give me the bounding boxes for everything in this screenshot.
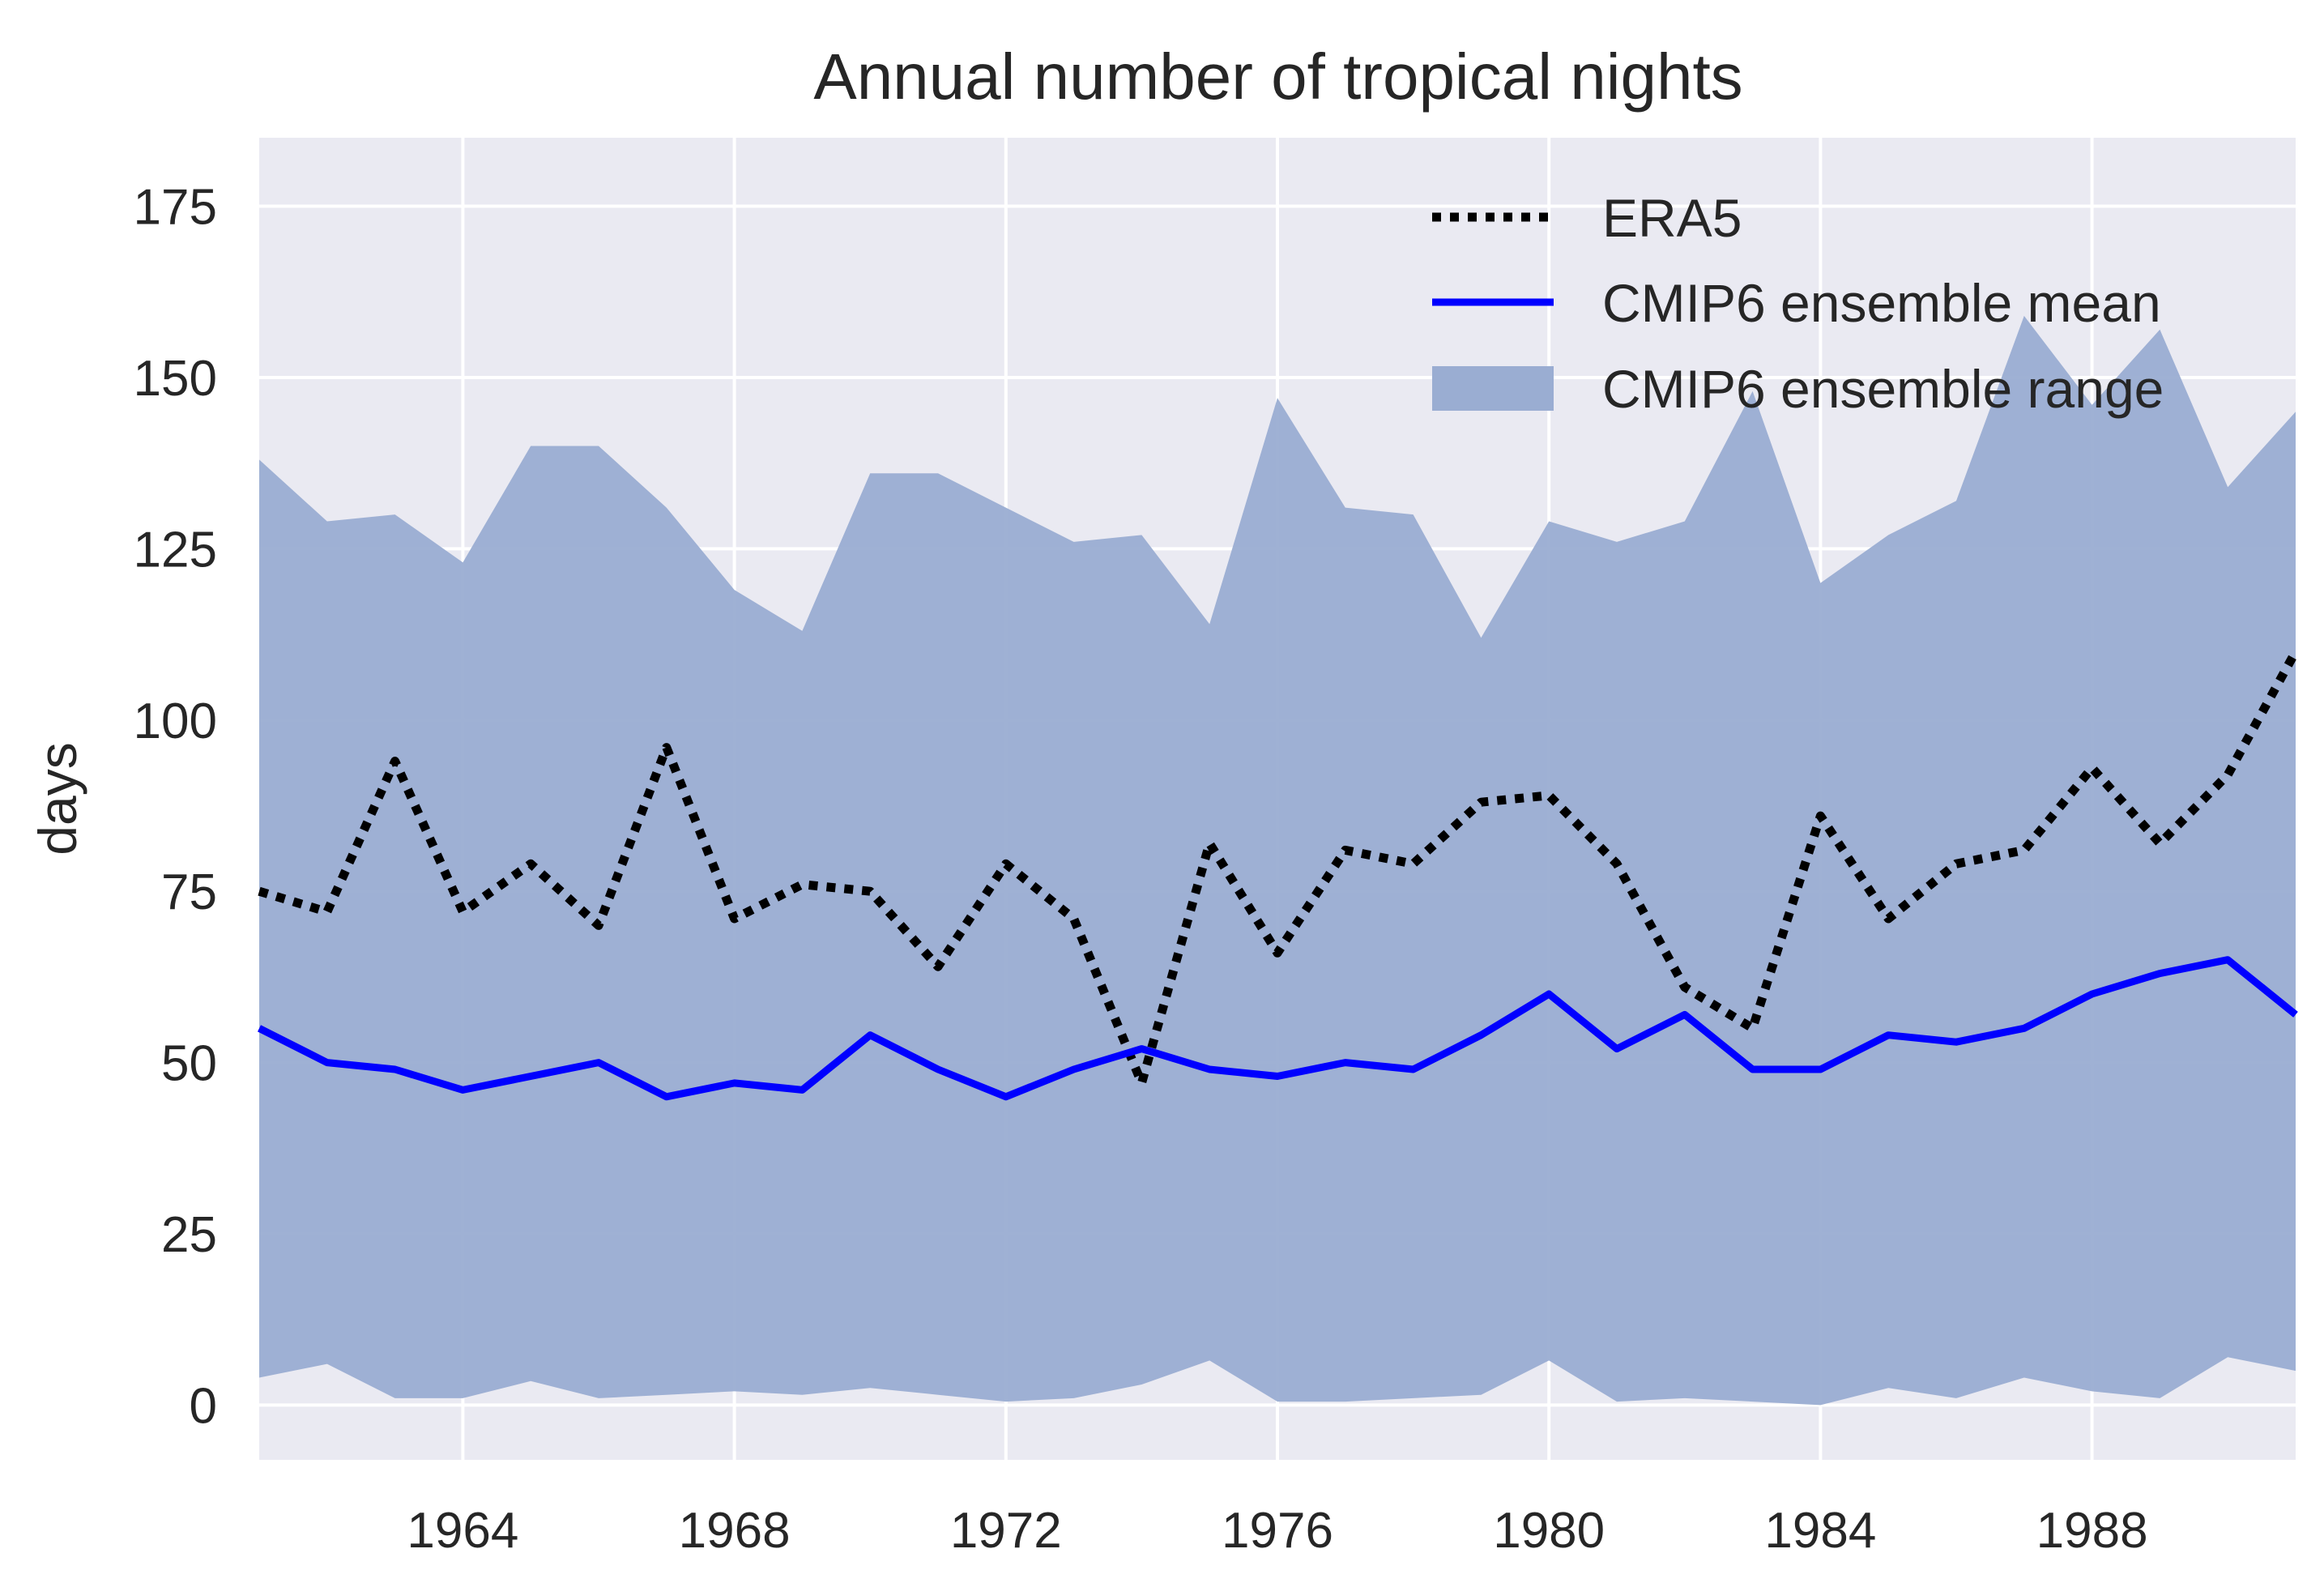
x-tick-label: 1964 xyxy=(407,1503,518,1559)
x-tick-label: 1976 xyxy=(1222,1503,1333,1559)
y-tick-label: 75 xyxy=(161,864,217,920)
legend-era5-label: ERA5 xyxy=(1602,188,1742,248)
y-tick-label: 125 xyxy=(134,522,217,578)
y-tick-label: 175 xyxy=(134,180,217,236)
legend: ERA5 CMIP6 ensemble mean CMIP6 ensemble … xyxy=(1432,188,2164,419)
y-tick-label: 50 xyxy=(161,1036,217,1092)
chart-title: Annual number of tropical nights xyxy=(813,41,1742,113)
y-axis-label: days xyxy=(28,742,87,855)
y-tick-label: 150 xyxy=(134,351,217,407)
ensemble-range-band xyxy=(259,315,2296,1406)
legend-range-swatch xyxy=(1432,366,1554,411)
y-tick-label: 100 xyxy=(134,693,217,749)
x-tick-label: 1984 xyxy=(1764,1503,1876,1559)
ensemble-range-area xyxy=(259,315,2296,1406)
legend-range-label: CMIP6 ensemble range xyxy=(1602,359,2164,419)
x-tick-labels: 1964 1968 1972 1976 1980 1984 1988 xyxy=(407,1503,2147,1559)
x-tick-label: 1988 xyxy=(2036,1503,2148,1559)
ensemble-mean-line xyxy=(257,956,2298,1101)
x-tick-label: 1980 xyxy=(1493,1503,1605,1559)
series-lines xyxy=(257,649,2300,1101)
y-tick-label: 25 xyxy=(161,1207,217,1263)
y-tick-label: 0 xyxy=(190,1378,217,1434)
x-tick-label: 1968 xyxy=(679,1503,791,1559)
x-tick-label: 1972 xyxy=(950,1503,1062,1559)
y-tick-labels: 0 25 50 75 100 125 150 175 xyxy=(134,180,217,1435)
legend-mean-label: CMIP6 ensemble mean xyxy=(1602,273,2161,333)
era5-line xyxy=(258,649,2300,1088)
